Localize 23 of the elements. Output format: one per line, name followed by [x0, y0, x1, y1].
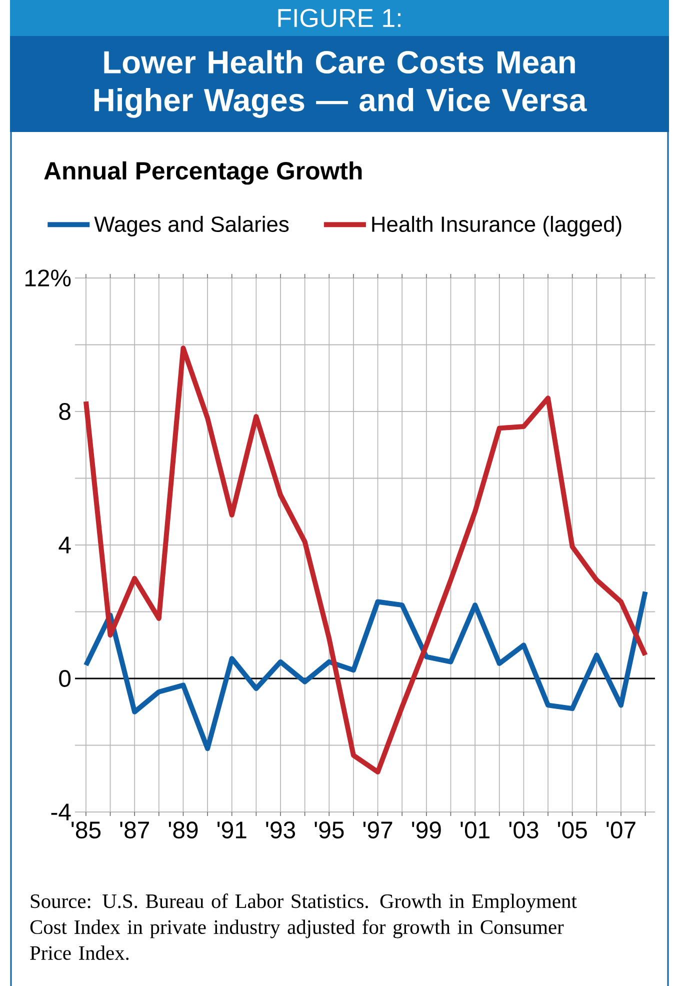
x-tick-label: '99 — [412, 822, 441, 838]
x-tick-label: '07 — [606, 822, 636, 838]
x-tick-label: '97 — [363, 822, 392, 838]
x-tick-label: '87 — [120, 822, 149, 838]
y-tick-label: 12% — [25, 270, 71, 286]
x-tick-label: '01 — [460, 822, 490, 838]
caption: FIGURE 1: — [278, 8, 400, 28]
x-tick-label: '89 — [168, 822, 198, 838]
source-note: Source: U.S. Bureau of Labor Statistics. Growth in Employment Cost Index in private industry adjusted for growth in Consumer Price Index. — [30, 894, 577, 960]
x-tick-label: '93 — [266, 822, 296, 838]
y-tick-label: 4 — [58, 536, 71, 554]
legend-label: Wages and Salaries — [94, 216, 289, 236]
legend-label: Health Insurance (lagged) — [372, 216, 622, 236]
x-tick-label: '95 — [314, 822, 344, 838]
x-tick-label: '91 — [217, 822, 246, 838]
x-tick-label: '03 — [509, 822, 538, 838]
chart-title: Lower Health Care Costs Mean Higher Wages — and Vice Versa — [94, 50, 587, 118]
x-tick-label: '05 — [558, 822, 587, 838]
y-tick-label: 8 — [59, 403, 70, 420]
x-tick-label: '85 — [72, 822, 101, 838]
y-tick-label: 0 — [59, 670, 71, 687]
y-tick-label: -4 — [51, 804, 71, 820]
chart-subtitle: Annual Percentage Growth — [44, 161, 362, 185]
